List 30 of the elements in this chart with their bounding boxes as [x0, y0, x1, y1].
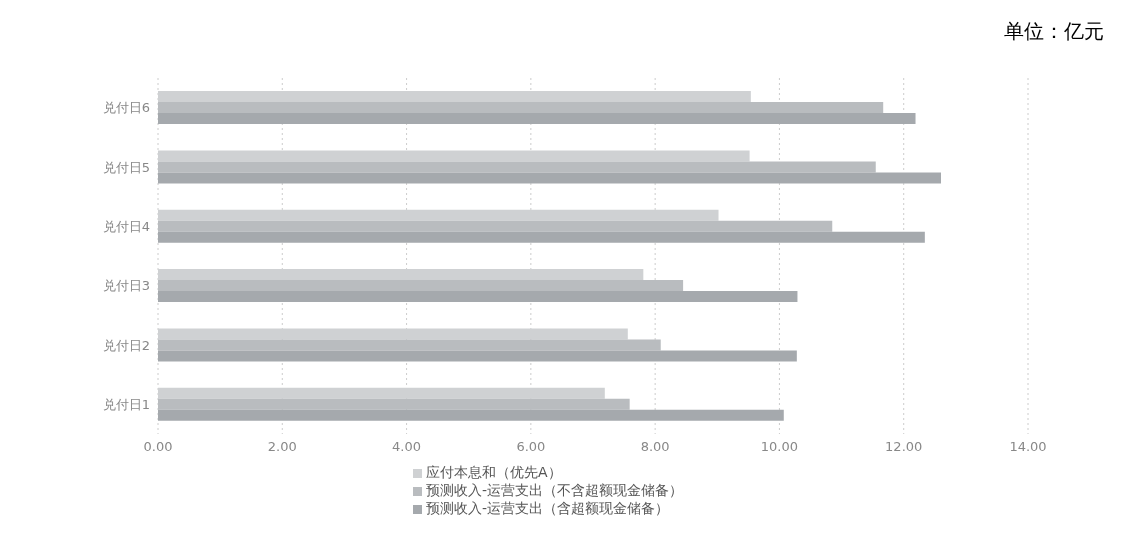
y-tick-label: 兑付日2: [102, 337, 150, 353]
x-tick-label: 0.00: [143, 439, 173, 455]
bar: [158, 172, 941, 184]
y-tick-label: 兑付日3: [102, 278, 150, 294]
x-tick-label: 14.00: [1009, 439, 1047, 455]
bar: [158, 231, 925, 243]
bar: [158, 291, 798, 303]
bar: [158, 102, 884, 114]
y-tick-label: 兑付日4: [102, 218, 150, 234]
bar: [158, 161, 876, 173]
x-tick-label: 10.00: [760, 439, 799, 455]
bar: [158, 113, 916, 125]
y-tick-label: 兑付日6: [102, 100, 150, 116]
text: 单位：亿元: [1004, 18, 1104, 45]
bar: [158, 398, 630, 410]
x-tick-label: 8.00: [640, 439, 670, 455]
bar: [158, 409, 784, 421]
legend-label: 预测收入-运营支出（不含超额现金储备）: [425, 482, 684, 498]
y-tick-label: 兑付日5: [102, 159, 150, 175]
x-tick-label: 12.00: [885, 439, 923, 455]
x-tick-label: 6.00: [516, 439, 546, 455]
legend-label: 应付本息和（优先A）: [425, 464, 562, 480]
x-tick-label: 2.00: [267, 439, 297, 455]
bar: [158, 280, 684, 292]
y-tick-label: 兑付日1: [102, 396, 150, 412]
bar: [158, 350, 797, 362]
x-tick-label: 4.00: [392, 439, 422, 455]
bar: [158, 339, 661, 351]
legend-label: 预测收入-运营支出（含超额现金储备）: [425, 500, 670, 516]
bar: [158, 220, 833, 232]
